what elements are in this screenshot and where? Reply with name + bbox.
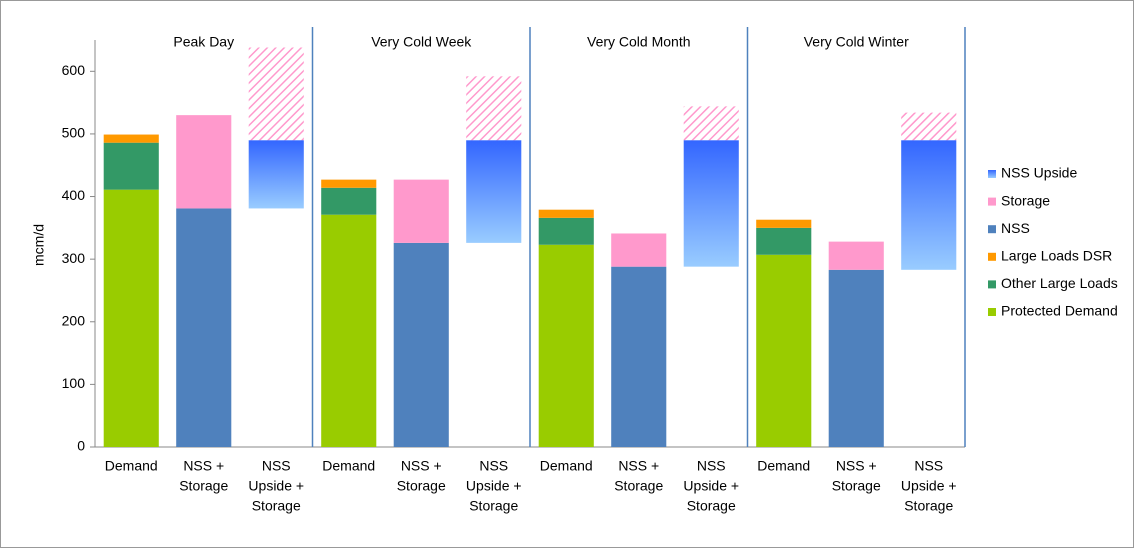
y-axis-label: mcm/d <box>31 224 47 266</box>
legend-swatch <box>988 280 996 289</box>
x-tick-label: Storage <box>469 498 518 514</box>
x-tick-label: NSS <box>262 458 291 474</box>
x-tick-label: Storage <box>904 498 953 514</box>
group-label: Peak Day <box>173 34 234 50</box>
y-tick-label: 200 <box>62 312 86 328</box>
x-tick-label: NSS <box>914 458 943 474</box>
x-tick-label: NSS <box>479 458 508 474</box>
x-tick-label: Upside + <box>683 478 739 494</box>
legend-swatch <box>988 308 996 316</box>
legend-swatch <box>988 252 996 261</box>
x-tick-label: Upside + <box>466 478 522 494</box>
bar-nss-upside <box>466 140 522 243</box>
x-tick-label: Storage <box>832 478 881 494</box>
bar-nss-upside <box>248 140 304 209</box>
x-tick-label: Demand <box>757 458 810 474</box>
x-tick-label: NSS + <box>183 458 224 474</box>
y-tick-label: 500 <box>62 125 86 141</box>
bar <box>176 208 232 447</box>
bar <box>176 115 232 209</box>
x-tick-label: Storage <box>179 478 228 494</box>
x-tick-label: Storage <box>397 478 446 494</box>
x-tick-label: Upside + <box>901 478 957 494</box>
x-tick-label: Demand <box>105 458 158 474</box>
x-tick-label: Demand <box>540 458 593 474</box>
legend-label: NSS Upside <box>1001 165 1077 181</box>
bar <box>538 209 594 218</box>
legend-label: Large Loads DSR <box>1001 248 1112 264</box>
bar <box>828 241 884 270</box>
bar <box>538 244 594 447</box>
bar <box>103 142 159 190</box>
bar <box>538 217 594 245</box>
bar-storage-hatched <box>683 106 739 141</box>
bar <box>321 179 377 188</box>
x-tick-label: Storage <box>614 478 663 494</box>
bar <box>611 233 667 267</box>
y-tick-label: 0 <box>77 438 85 454</box>
y-tick-label: 400 <box>62 187 86 203</box>
bar-nss-upside <box>901 140 957 270</box>
x-tick-label: Demand <box>322 458 375 474</box>
legend-label: Protected Demand <box>1001 303 1118 319</box>
bar-nss-upside <box>683 140 739 267</box>
legend-swatch <box>988 225 996 234</box>
bar <box>321 187 377 215</box>
legend-label: Storage <box>1001 192 1050 208</box>
x-tick-label: NSS + <box>836 458 877 474</box>
legend-swatch <box>988 197 996 206</box>
legend-label: NSS <box>1001 220 1030 236</box>
y-tick-label: 300 <box>62 250 86 266</box>
x-tick-label: NSS + <box>401 458 442 474</box>
group-label: Very Cold Winter <box>804 34 909 50</box>
bar <box>103 189 159 448</box>
bar <box>611 266 667 447</box>
bar <box>393 242 449 447</box>
bar <box>756 254 812 447</box>
bar-storage-hatched <box>248 47 304 141</box>
bar <box>393 179 449 243</box>
group-label: Very Cold Month <box>587 34 691 50</box>
bar-storage-hatched <box>466 76 522 141</box>
x-tick-label: NSS + <box>618 458 659 474</box>
bar-storage-hatched <box>901 112 957 141</box>
x-tick-label: Upside + <box>248 478 304 494</box>
bar <box>828 269 884 447</box>
x-tick-label: Storage <box>252 498 301 514</box>
y-tick-label: 100 <box>62 375 86 391</box>
y-tick-label: 600 <box>62 62 86 78</box>
legend-swatch <box>988 170 996 178</box>
bar <box>321 214 377 447</box>
x-tick-label: NSS <box>697 458 726 474</box>
bar <box>756 227 812 255</box>
legend-label: Other Large Loads <box>1001 275 1118 291</box>
group-label: Very Cold Week <box>371 34 472 50</box>
x-tick-label: Storage <box>687 498 736 514</box>
bar <box>103 134 159 143</box>
bar <box>756 219 812 228</box>
